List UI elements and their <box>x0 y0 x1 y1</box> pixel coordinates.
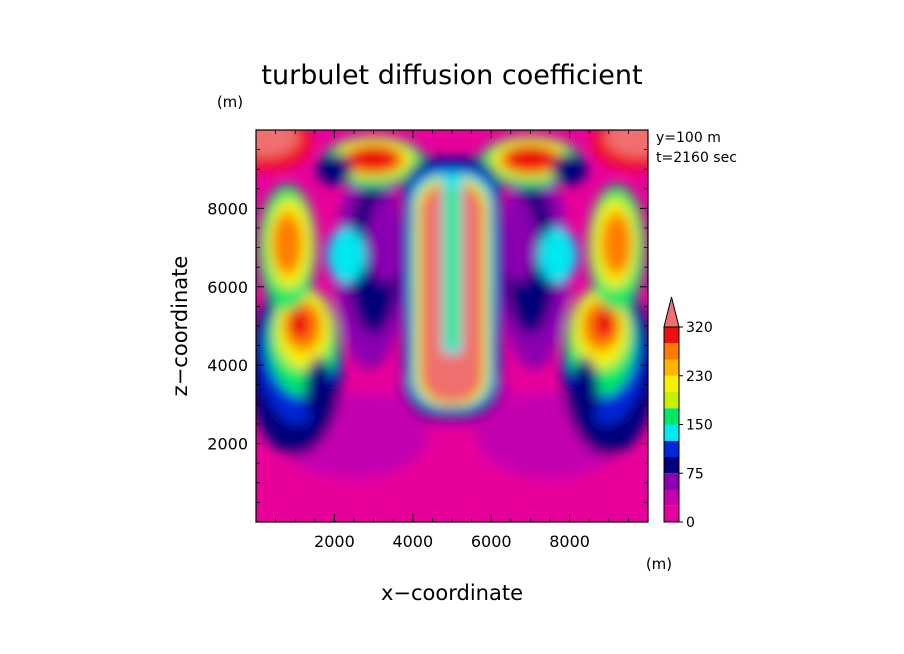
axis-ticks: 2000 4000 6000 8000 2000 4000 6000 8000 <box>207 130 648 551</box>
y-tick-label: 4000 <box>207 356 248 375</box>
colorbar-band <box>664 327 679 344</box>
annotation-time: t=2160 sec <box>656 150 737 166</box>
x-axis-title: x−coordinate <box>381 581 523 605</box>
colorbar: 0 75 150 230 320 <box>663 296 713 531</box>
colorbar-tick-label: 75 <box>686 466 704 482</box>
x-unit-label: (m) <box>646 555 672 573</box>
colorbar-band <box>664 424 679 441</box>
colorbar-band <box>664 505 679 522</box>
colorbar-band <box>664 440 679 457</box>
colorbar-band <box>664 489 679 506</box>
y-unit-label: (m) <box>217 93 243 111</box>
colorbar-tick-label: 150 <box>686 418 713 434</box>
colorbar-band <box>664 343 679 360</box>
y-tick-label: 6000 <box>207 278 248 297</box>
x-tick-label: 2000 <box>314 532 355 551</box>
colorbar-tick-label: 0 <box>686 515 695 531</box>
annotation-y-position: y=100 m <box>656 130 721 146</box>
contour-field <box>256 130 648 522</box>
chart-title: turbulet diffusion coefficient <box>261 60 642 91</box>
x-tick-label: 8000 <box>549 532 590 551</box>
colorbar-tick-label: 230 <box>686 369 713 385</box>
colorbar-band <box>664 392 679 409</box>
plot-area <box>256 130 648 522</box>
y-axis-title: z−coordinate <box>168 256 192 397</box>
y-tick-label: 8000 <box>207 199 248 218</box>
x-tick-label: 4000 <box>392 532 433 551</box>
colorbar-band <box>664 375 679 392</box>
x-tick-label: 6000 <box>471 532 512 551</box>
y-tick-label: 2000 <box>207 435 248 454</box>
colorbar-band <box>664 473 679 490</box>
colorbar-band <box>664 457 679 474</box>
colorbar-tick-label: 320 <box>686 320 713 336</box>
colorbar-band <box>664 359 679 376</box>
colorbar-band <box>664 408 679 425</box>
colorbar-extend-arrow <box>663 296 680 328</box>
